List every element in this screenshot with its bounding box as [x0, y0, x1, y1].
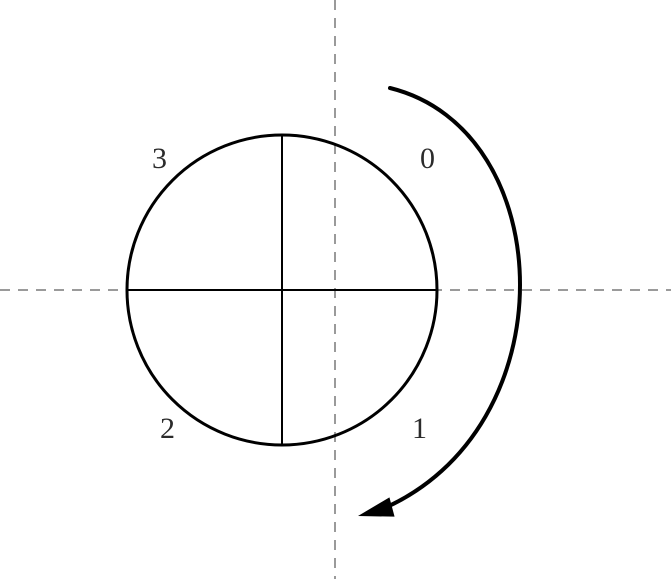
quadrant-label-0: 0 — [420, 142, 435, 175]
quadrant-label-1: 1 — [412, 412, 427, 445]
quadrant-diagram: 0 1 2 3 — [0, 0, 671, 579]
quadrant-label-3: 3 — [152, 142, 167, 175]
rotation-arrow-head — [358, 497, 395, 516]
rotation-arrow-arc — [380, 88, 520, 510]
quadrant-label-2: 2 — [160, 412, 175, 445]
